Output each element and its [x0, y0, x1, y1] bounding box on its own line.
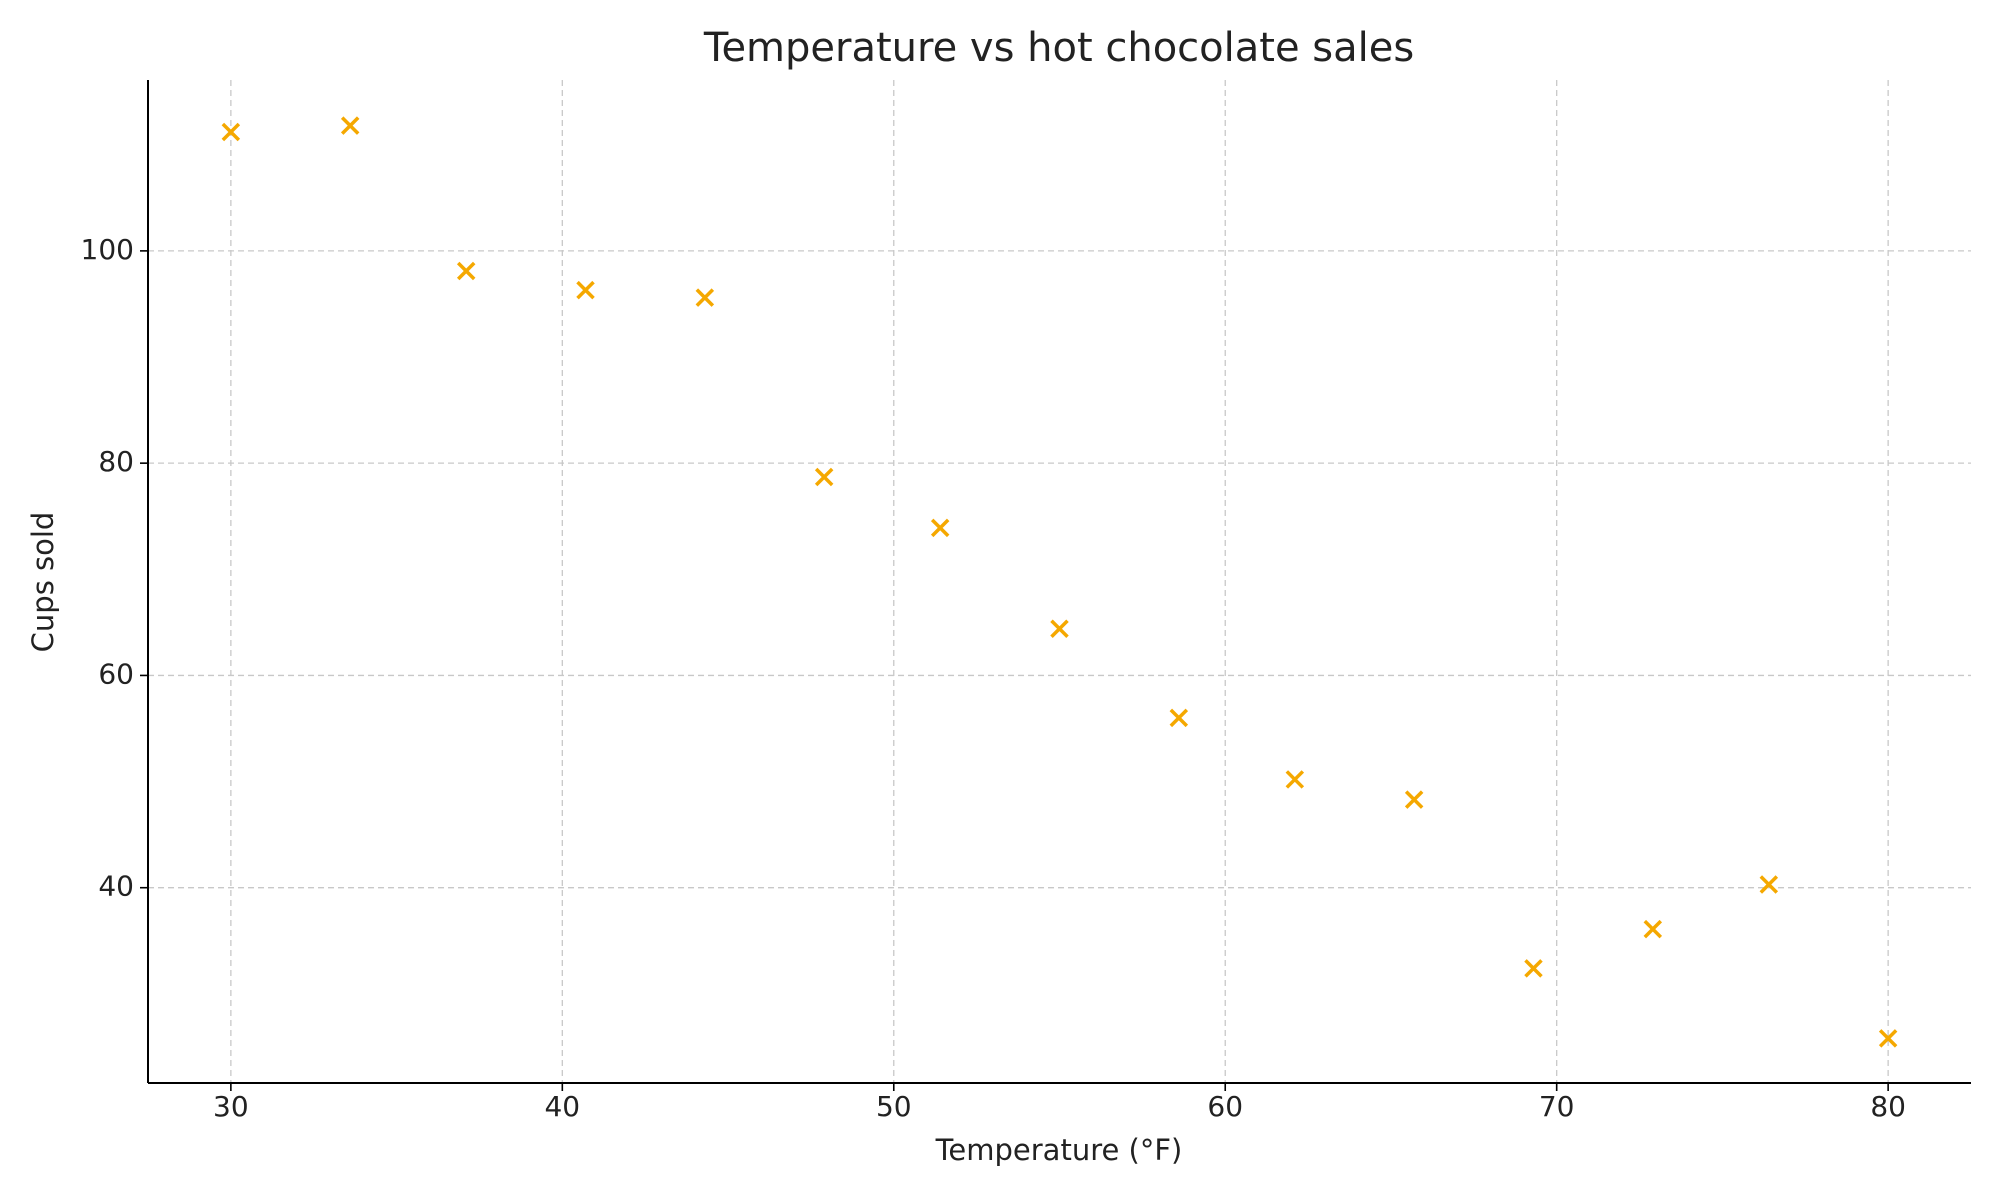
x-axis-label: Temperature (°F): [935, 1133, 1183, 1167]
y-tick-label: 100: [81, 233, 134, 266]
data-point: [695, 288, 715, 307]
data-point: [576, 280, 595, 300]
x-tick-label: 60: [1207, 1090, 1243, 1123]
data-point: [814, 467, 834, 487]
data-point: [1878, 1029, 1898, 1048]
y-tick-label: 80: [98, 445, 134, 478]
data-point: [1524, 959, 1543, 978]
data-point: [1759, 875, 1779, 894]
data-point: [221, 122, 241, 142]
data-point: [1643, 919, 1663, 939]
data-point: [1285, 770, 1305, 789]
data-point: [1169, 708, 1189, 728]
x-tick-label: 40: [544, 1090, 580, 1123]
chart-title: Temperature vs hot chocolate sales: [703, 25, 1414, 71]
data-point: [456, 261, 476, 281]
y-axis-label: Cups sold: [26, 512, 60, 653]
data-point: [1050, 619, 1069, 638]
x-tick-label: 50: [876, 1090, 912, 1123]
y-tick-label: 40: [98, 870, 134, 903]
data-point: [340, 116, 360, 135]
x-tick-label: 30: [213, 1090, 249, 1123]
data-point: [930, 518, 950, 538]
y-tick-label: 60: [98, 657, 134, 690]
x-tick-label: 80: [1870, 1090, 1906, 1123]
data-point: [1404, 790, 1424, 809]
x-tick-label: 70: [1539, 1090, 1575, 1123]
